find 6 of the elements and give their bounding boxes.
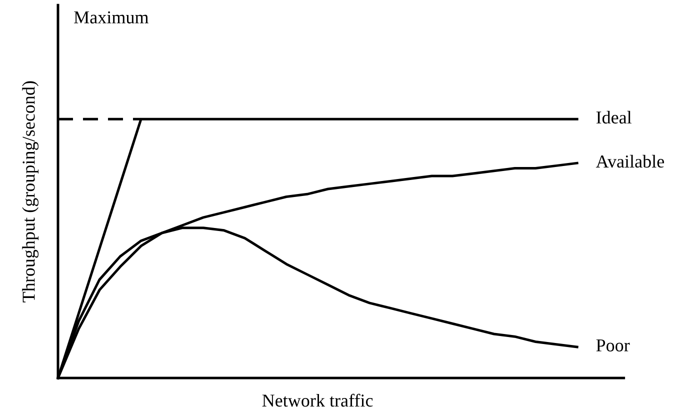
y-axis-title: Throughput (grouping/second) xyxy=(22,81,39,302)
x-axis-title: Network traffic xyxy=(262,394,373,407)
series-label: Available xyxy=(596,154,664,168)
text: Maximum xyxy=(74,11,149,24)
series-label: Poor xyxy=(596,339,630,352)
series-label: Ideal xyxy=(596,110,632,124)
